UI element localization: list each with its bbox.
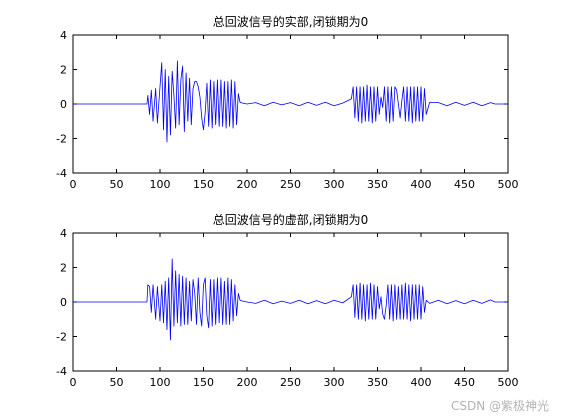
x-tick-label: 50 (110, 376, 124, 389)
y-tick-label: 0 (60, 98, 67, 111)
x-tick-label: 300 (324, 376, 345, 389)
x-tick-label: 500 (498, 178, 519, 191)
x-tick-label: 250 (280, 376, 301, 389)
x-tick-label: 350 (367, 376, 388, 389)
y-tick-label: 4 (60, 29, 67, 42)
x-tick-label: 100 (150, 376, 171, 389)
y-tick-label: -2 (56, 331, 67, 344)
x-tick-label: 450 (454, 376, 475, 389)
series-line (73, 60, 508, 143)
x-tick-label: 0 (70, 178, 77, 191)
y-tick-label: 2 (60, 64, 67, 77)
x-tick-label: 200 (237, 178, 258, 191)
x-tick-label: 150 (193, 178, 214, 191)
x-tick-label: 450 (454, 178, 475, 191)
chart-title: 总回波信号的实部,闭锁期为0 (213, 14, 368, 29)
x-tick-label: 400 (411, 376, 432, 389)
x-tick-label: 100 (150, 178, 171, 191)
y-tick-label: 4 (60, 227, 67, 240)
x-tick-label: 0 (70, 376, 77, 389)
y-tick-label: -4 (56, 167, 67, 180)
x-tick-label: 300 (324, 178, 345, 191)
x-tick-label: 500 (498, 376, 519, 389)
series-line (73, 258, 508, 341)
x-tick-label: 50 (110, 178, 124, 191)
x-tick-label: 150 (193, 376, 214, 389)
x-tick-label: 350 (367, 178, 388, 191)
chart-title: 总回波信号的虚部,闭锁期为0 (213, 212, 368, 227)
x-tick-label: 200 (237, 376, 258, 389)
x-tick-label: 250 (280, 178, 301, 191)
watermark: CSDN @紫极神光 (450, 399, 549, 413)
y-tick-label: -4 (56, 365, 67, 378)
y-tick-label: -2 (56, 133, 67, 146)
y-tick-label: 0 (60, 296, 67, 309)
y-tick-label: 2 (60, 262, 67, 275)
x-tick-label: 400 (411, 178, 432, 191)
